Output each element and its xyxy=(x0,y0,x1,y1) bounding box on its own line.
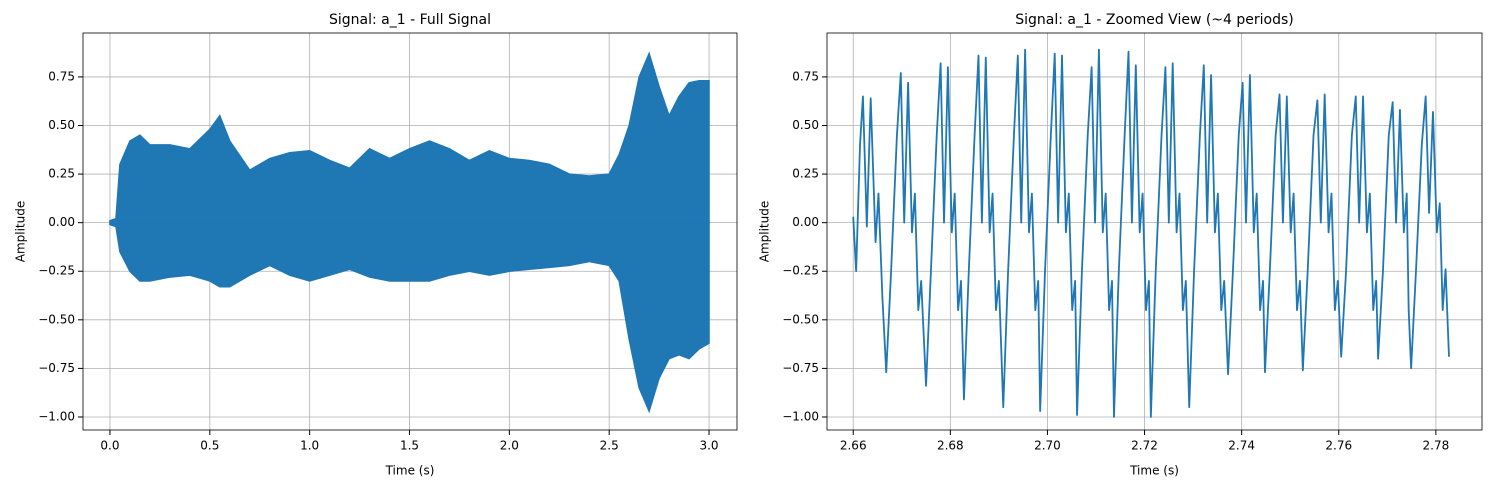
x-tick-label: 2.5 xyxy=(600,439,619,453)
y-tick-label: −0.25 xyxy=(38,264,75,278)
x-tick-label: 1.5 xyxy=(400,439,419,453)
y-tick-label: 0.00 xyxy=(792,215,819,229)
y-axis-label: Amplitude xyxy=(758,201,772,263)
y-tick-label: −0.75 xyxy=(38,361,75,375)
y-tick-label: −1.00 xyxy=(782,409,819,423)
x-tick-label: 0.0 xyxy=(100,439,119,453)
y-tick-label: 0.00 xyxy=(48,215,75,229)
y-tick-label: 0.50 xyxy=(48,118,75,132)
y-tick-label: 0.25 xyxy=(48,167,75,181)
subplot: Signal: a_1 - Full Signal Time (s) Amplitu… xyxy=(14,12,738,478)
x-tick-label: 2.76 xyxy=(1325,439,1352,453)
x-tick-label: 3.0 xyxy=(699,439,718,453)
y-tick-label: −0.75 xyxy=(782,361,819,375)
y-tick-label: 0.75 xyxy=(792,69,819,83)
x-tick-label: 0.5 xyxy=(200,439,219,453)
x-tick-label: 1.0 xyxy=(300,439,319,453)
x-tick-label: 2.72 xyxy=(1131,439,1158,453)
y-tick-label: −1.00 xyxy=(38,409,75,423)
y-tick-label: −0.50 xyxy=(38,312,75,326)
signal-area xyxy=(109,221,710,414)
x-axis-label: Time (s) xyxy=(385,464,435,478)
subplot-title: Signal: a_1 - Full Signal xyxy=(329,12,491,28)
y-tick-label: −0.25 xyxy=(782,264,819,278)
x-tick-label: 2.68 xyxy=(937,439,964,453)
subplot: Signal: a_1 - Zoomed View (~4 periods) Ti… xyxy=(758,12,1483,478)
x-tick-label: 2.70 xyxy=(1034,439,1061,453)
y-tick-label: 0.75 xyxy=(48,69,75,83)
y-tick-label: 0.50 xyxy=(792,118,819,132)
x-tick-label: 2.66 xyxy=(840,439,867,453)
subplot-title: Signal: a_1 - Zoomed View (~4 periods) xyxy=(1015,12,1294,28)
y-tick-label: −0.50 xyxy=(782,312,819,326)
axes-frame xyxy=(826,32,1483,431)
axes-frame xyxy=(82,32,738,431)
x-tick-label: 2.78 xyxy=(1423,439,1450,453)
x-tick-label: 2.74 xyxy=(1228,439,1255,453)
y-tick-label: 0.25 xyxy=(792,167,819,181)
x-tick-label: 2.0 xyxy=(500,439,519,453)
signal-line xyxy=(852,48,1450,418)
x-axis-label: Time (s) xyxy=(1129,464,1179,478)
y-axis-label: Amplitude xyxy=(14,201,28,263)
signal-area xyxy=(109,51,710,224)
